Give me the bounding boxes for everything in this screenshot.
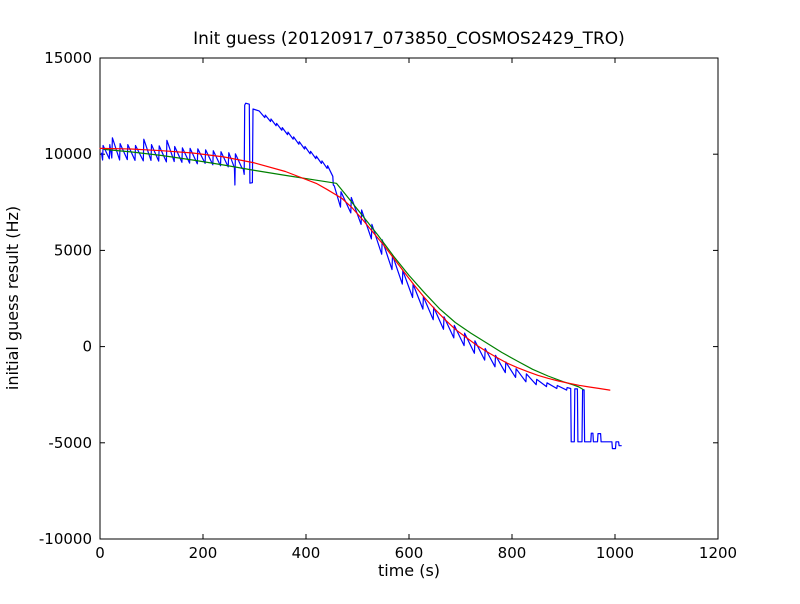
x-tick-label: 600 — [395, 544, 424, 562]
series-model-fit-red-line — [99, 147, 611, 391]
x-axis-label: time (s) — [378, 561, 440, 580]
series-model-fit-green-line — [103, 148, 584, 391]
series-group — [99, 102, 622, 450]
tick-marks — [99, 57, 719, 540]
y-tick-label: 0 — [82, 338, 92, 356]
chart-title: Init guess (20120917_073850_COSMOS2429_T… — [193, 29, 625, 49]
series-measured-data-line — [100, 102, 622, 450]
x-tick-label: 400 — [292, 544, 321, 562]
plot-frame — [99, 57, 719, 540]
y-axis-label: initial guess result (Hz) — [3, 206, 22, 390]
x-tick-label: 0 — [95, 544, 105, 562]
x-tick-label: 1000 — [596, 544, 634, 562]
tick-labels: 0 200 400 600 800 1000 1200 -10000 -5000 0 5000 100… — [39, 49, 737, 562]
y-tick-label: -10000 — [39, 530, 92, 548]
y-tick-label: 5000 — [54, 241, 92, 259]
x-tick-label: 200 — [189, 544, 218, 562]
x-tick-label: 1200 — [699, 544, 737, 562]
y-tick-label: -5000 — [48, 434, 92, 452]
y-tick-label: 10000 — [44, 145, 92, 163]
x-tick-label: 800 — [498, 544, 527, 562]
y-tick-label: 15000 — [44, 49, 92, 67]
